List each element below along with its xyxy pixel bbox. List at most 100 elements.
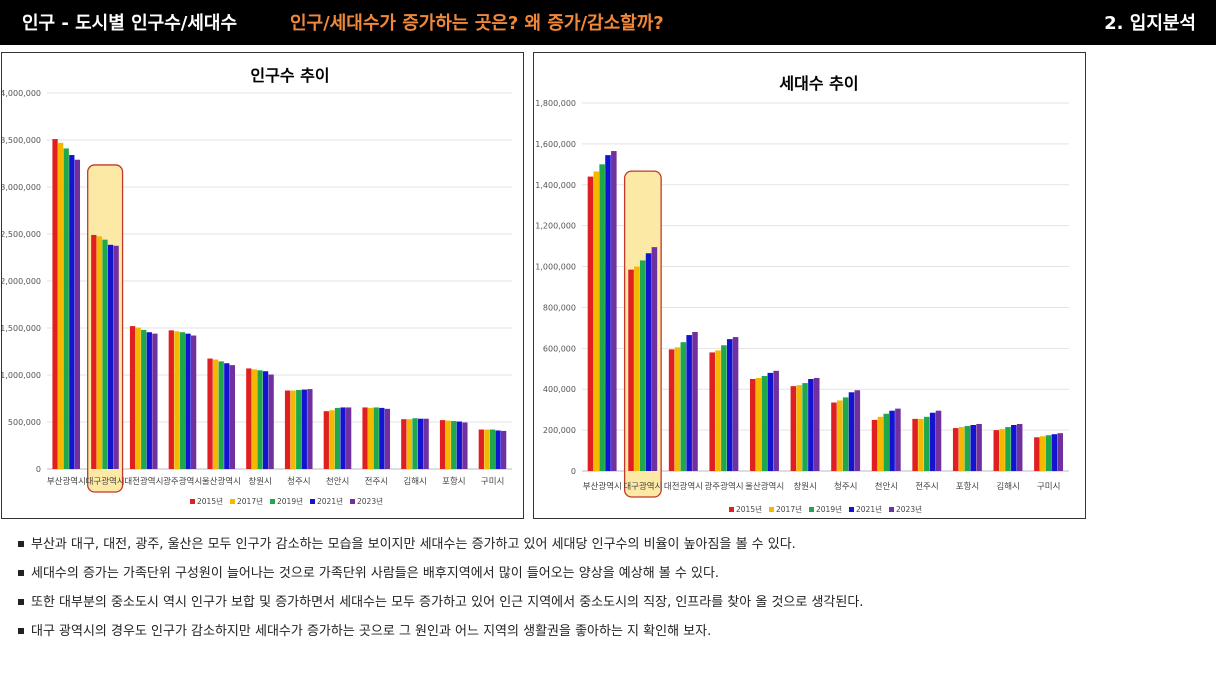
note-text: 부산과 대구, 대전, 광주, 울산은 모두 인구가 감소하는 모습을 보이지만… [31, 537, 796, 552]
bar [628, 269, 634, 471]
bar [257, 370, 263, 469]
bar [970, 425, 977, 471]
bar [593, 171, 600, 471]
x-tick-label: 전주시 [915, 481, 938, 492]
legend-label: 2023년 [357, 496, 383, 506]
bar [634, 266, 640, 471]
bar [179, 332, 186, 469]
legend-swatch [350, 499, 355, 504]
bar [721, 345, 727, 471]
x-tick-label: 포항시 [956, 482, 979, 492]
bar [439, 420, 446, 469]
y-tick-label: 0 [571, 467, 576, 476]
bar [587, 176, 594, 471]
legend-swatch [230, 499, 235, 504]
y-tick-label: 1,400,000 [535, 181, 576, 190]
y-tick-label: 1,500,000 [2, 324, 41, 333]
page-subtitle: 인구/세대수가 증가하는 곳은? 왜 증가/감소할까? [290, 13, 664, 34]
x-tick-label: 광주광역시 [704, 481, 743, 492]
bar [883, 413, 889, 471]
population-chart: 인구수 추이 0 500,000 1,000,000 1,500,000 2,000,00… [2, 66, 512, 506]
legend-label: 2015년 [197, 496, 223, 506]
note-text: 세대수의 증가는 가족단위 구성원이 늘어나는 것으로 가족단위 사람들은 배후… [31, 566, 720, 581]
legend-swatch [310, 499, 315, 504]
y-tick-label: 2,500,000 [2, 230, 41, 239]
bar [831, 402, 837, 471]
bar [668, 349, 675, 471]
x-tick-label: 구미시 [1037, 482, 1060, 492]
bar [639, 260, 646, 471]
bar [141, 329, 147, 469]
bar [368, 407, 374, 469]
bar [813, 377, 820, 471]
bar [709, 352, 715, 471]
bar [224, 363, 230, 469]
x-tick-label: 구미시 [481, 477, 504, 487]
bar [218, 361, 224, 469]
x-tick-label: 전주시 [365, 476, 388, 487]
bullet-icon [18, 627, 24, 634]
bar [96, 236, 103, 469]
bar [871, 419, 878, 471]
legend-label: 2017년 [776, 504, 802, 514]
bar [796, 385, 802, 471]
bar [168, 330, 174, 469]
note-text: 대구 광역시의 경우도 인구가 감소하지만 세대수가 증가하는 곳으로 그 원인… [31, 624, 712, 639]
households-chart-panel: 세대수 추이 0 200,000 400,000 600,000 800,000 1,000… [533, 52, 1086, 519]
bar [767, 372, 774, 471]
legend-label: 2023년 [896, 504, 922, 514]
bar [91, 234, 97, 469]
y-tick-label: 400,000 [543, 385, 576, 394]
bar [750, 379, 756, 471]
bar [69, 155, 75, 469]
legend-label: 2019년 [277, 496, 303, 506]
bar [848, 392, 855, 471]
bar [958, 427, 965, 471]
x-tick-label: 대구광역시 [86, 476, 125, 487]
chart-title: 세대수 추이 [779, 74, 858, 93]
bullet-icon [18, 540, 24, 547]
bar [495, 430, 501, 469]
bar [692, 331, 698, 471]
bar [412, 418, 418, 469]
bar [445, 420, 451, 469]
bar [301, 389, 307, 469]
bar [373, 407, 379, 469]
bar [837, 400, 843, 471]
bar [773, 370, 779, 471]
x-tick-label: 울산광역시 [202, 476, 241, 487]
x-tick-label: 천안시 [326, 476, 349, 487]
bar [113, 245, 119, 469]
bar [489, 429, 496, 469]
y-tick-label: 1,600,000 [535, 140, 576, 149]
bar [1016, 423, 1023, 471]
bar [1057, 433, 1064, 471]
note-text: 또한 대부분의 중소도시 역시 인구가 보합 및 증가하면서 세대수는 모두 증… [31, 595, 864, 610]
bar [174, 331, 180, 469]
bar [929, 412, 936, 471]
bar [895, 408, 901, 471]
bar [296, 390, 302, 469]
x-tick-label: 청주시 [834, 482, 857, 492]
bar [877, 416, 884, 471]
bar [790, 386, 797, 471]
y-tick-label: 200,000 [543, 426, 576, 435]
bar [605, 155, 611, 471]
x-tick-label: 청주시 [287, 477, 310, 487]
bar [246, 368, 252, 469]
bar [329, 410, 335, 469]
notes-list: 부산과 대구, 대전, 광주, 울산은 모두 인구가 감소하는 모습을 보이지만… [18, 536, 1198, 652]
bar [726, 339, 733, 471]
bar [918, 418, 924, 471]
bar [645, 253, 652, 471]
bar [808, 379, 814, 471]
page-title: 인구 - 도시별 인구수/세대수 [22, 13, 238, 34]
bar [102, 239, 108, 469]
bar [842, 397, 849, 471]
population-chart-panel: 인구수 추이 0 500,000 1,000,000 1,500,000 2,000,00… [1, 52, 524, 519]
bar [1051, 434, 1058, 471]
x-tick-label: 광주광역시 [163, 476, 202, 487]
bar [993, 430, 1000, 471]
bar [999, 429, 1005, 471]
bar [251, 369, 258, 469]
